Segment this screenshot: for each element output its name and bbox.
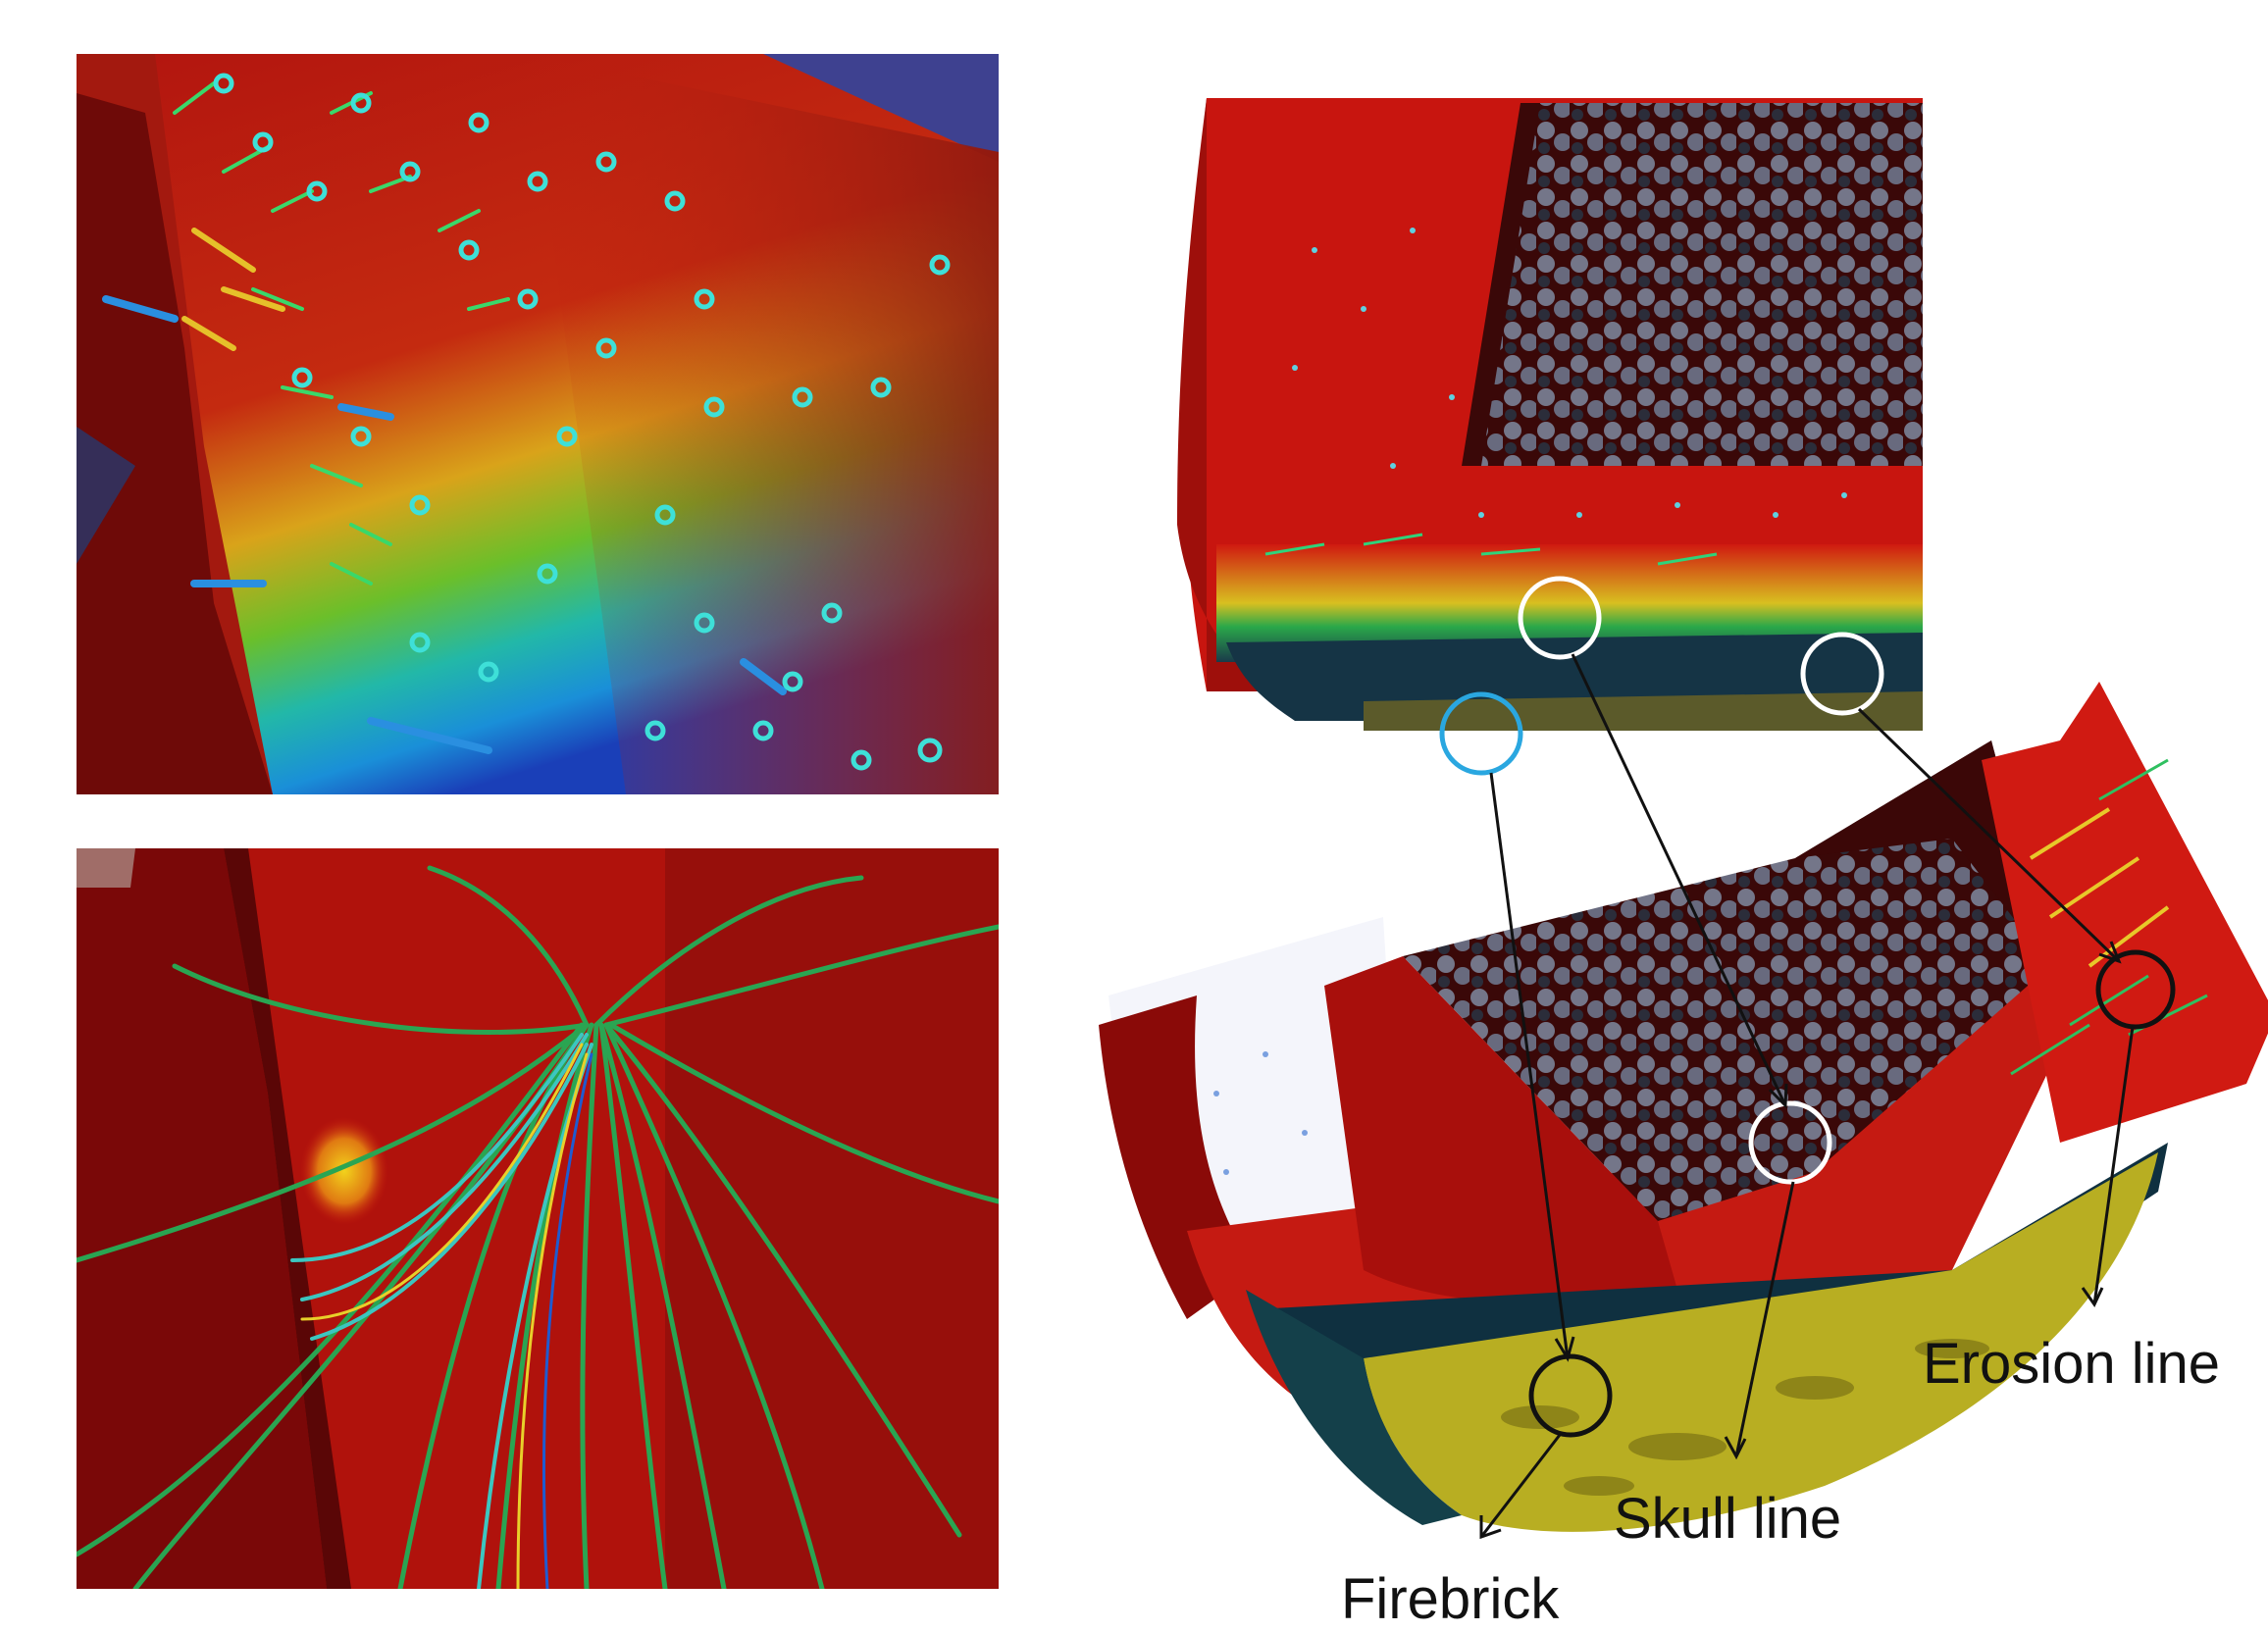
blue-marker	[1439, 691, 1523, 776]
streamlines-render	[77, 848, 999, 1589]
skull-line-label: Skull line	[1614, 1487, 1842, 1551]
streamline-bundle	[77, 865, 999, 1589]
black-marker-bottom	[1528, 1353, 1613, 1438]
white-marker-upper-left	[1518, 576, 1602, 660]
velocity-vectors-panel	[77, 54, 999, 794]
white-marker-upper-right	[1800, 632, 1884, 716]
streamlines-panel	[77, 848, 999, 1589]
upper-hearth-section	[1177, 98, 1923, 731]
lower-hearth-section	[1099, 682, 2268, 1532]
white-marker-lower	[1748, 1100, 1832, 1185]
firebrick-label: Firebrick	[1341, 1567, 1560, 1631]
connector-arrows	[1479, 653, 2135, 1540]
annotation-markers	[1439, 576, 2176, 1438]
hearth-erosion-render	[1099, 98, 2268, 1540]
vector-arrows	[102, 81, 787, 754]
erosion-line-label: Erosion line	[1923, 1332, 2221, 1396]
black-marker-right	[2095, 949, 2176, 1030]
vector-glyphs	[213, 73, 951, 771]
hearth-erosion-diagram	[1069, 54, 2268, 1628]
velocity-vectors-render	[77, 54, 999, 794]
